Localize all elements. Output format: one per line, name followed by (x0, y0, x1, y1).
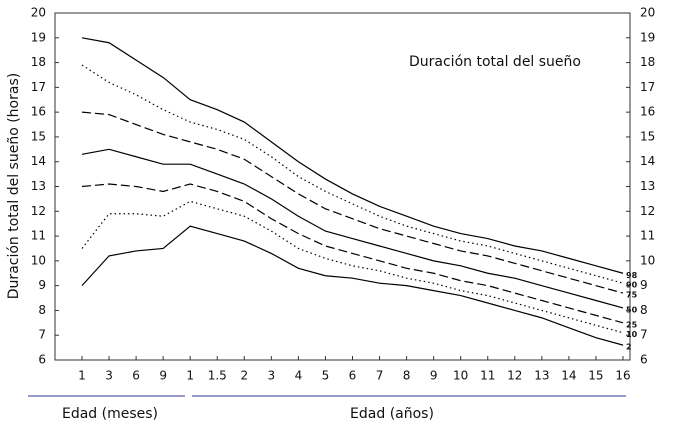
y2-tick-label: 15 (640, 129, 655, 143)
series-label: 98 (626, 271, 638, 280)
y-tick-label: 15 (31, 129, 46, 143)
y2-tick-label: 16 (640, 105, 655, 119)
series-label: 2 (626, 343, 632, 352)
x-tick-label: 11 (480, 369, 495, 383)
y2-tick-label: 19 (640, 30, 655, 44)
y-tick-label: 7 (38, 328, 46, 342)
y-tick-label: 8 (38, 303, 46, 317)
y-tick-label: 6 (38, 353, 46, 367)
y2-tick-label: 6 (640, 353, 648, 367)
chart-title: Duración total del sueño (409, 54, 581, 70)
series-label: 75 (626, 291, 638, 300)
y-axis-label: Duración total del sueño (horas) (6, 73, 22, 299)
y-tick-label: 17 (31, 80, 46, 94)
y-tick-label: 18 (31, 55, 46, 69)
x-tick-label: 1.5 (208, 369, 227, 383)
y2-tick-label: 12 (640, 204, 655, 218)
x-tick-label: 4 (295, 369, 303, 383)
y-tick-label: 10 (31, 253, 46, 267)
x-tick-label: 15 (588, 369, 603, 383)
y2-tick-label: 20 (640, 6, 655, 20)
x-tick-label: 9 (159, 369, 167, 383)
y-tick-label: 20 (31, 6, 46, 20)
x-tick-label: 3 (105, 369, 113, 383)
y2-tick-label: 8 (640, 303, 648, 317)
y-tick-label: 9 (38, 278, 46, 292)
percentile-line (81, 200, 624, 334)
percentile-line (81, 183, 624, 324)
x-tick-label: 6 (132, 369, 140, 383)
x-tick-label: 3 (268, 369, 276, 383)
x-tick-label: 13 (534, 369, 549, 383)
percentile-line (81, 37, 624, 274)
y2-tick-label: 13 (640, 179, 655, 193)
y2-tick-label: 10 (640, 253, 655, 267)
y2-tick-label: 7 (640, 328, 648, 342)
percentile-line (81, 111, 624, 294)
series-label: 50 (626, 305, 638, 314)
x-tick-label: 8 (403, 369, 411, 383)
x-tick-label: 14 (561, 369, 576, 383)
series-label: 25 (626, 320, 638, 329)
percentile-line (81, 225, 624, 346)
y-tick-label: 14 (31, 154, 46, 168)
x-tick-label: 7 (376, 369, 384, 383)
y-tick-label: 16 (31, 105, 46, 119)
y-tick-label: 19 (31, 30, 46, 44)
series-label: 90 (626, 281, 638, 290)
series-label: 10 (626, 330, 638, 339)
x-tick-label: 9 (430, 369, 438, 383)
x-group-label: Edad (meses) (62, 406, 158, 422)
y2-tick-label: 17 (640, 80, 655, 94)
x-tick-label: 10 (453, 369, 468, 383)
y2-tick-label: 18 (640, 55, 655, 69)
x-tick-label: 1 (186, 369, 194, 383)
y2-tick-label: 9 (640, 278, 648, 292)
y2-tick-label: 14 (640, 154, 655, 168)
y2-tick-label: 11 (640, 229, 655, 243)
x-tick-label: 12 (507, 369, 522, 383)
x-tick-label: 1 (78, 369, 86, 383)
percentile-line (81, 148, 624, 309)
x-tick-label: 2 (240, 369, 248, 383)
x-tick-label: 16 (615, 369, 630, 383)
x-group-label: Edad (años) (350, 406, 434, 422)
y-tick-label: 11 (31, 229, 46, 243)
x-tick-label: 6 (349, 369, 357, 383)
y-tick-label: 12 (31, 204, 46, 218)
x-tick-label: 5 (322, 369, 330, 383)
y-tick-label: 13 (31, 179, 46, 193)
